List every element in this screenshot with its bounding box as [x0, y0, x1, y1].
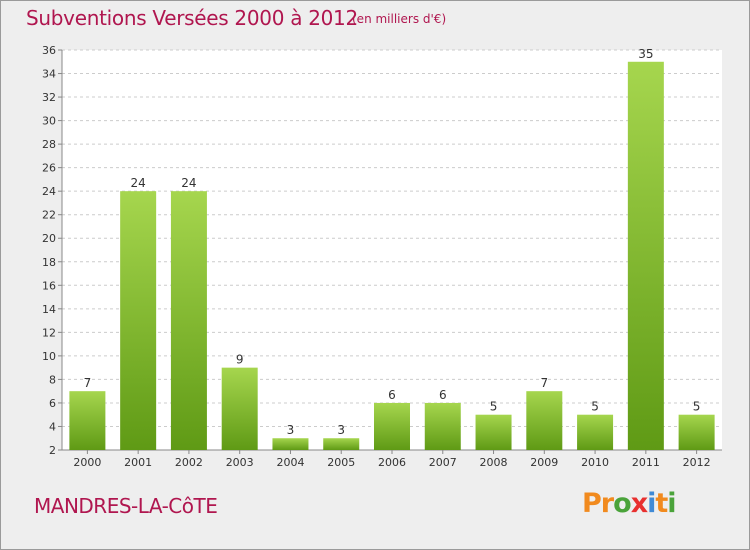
- data-label: 24: [181, 176, 196, 190]
- y-tick-label: 34: [42, 68, 56, 81]
- bar: [526, 391, 563, 450]
- x-tick-label: 2009: [530, 456, 558, 469]
- bar: [272, 438, 309, 450]
- x-tick-label: 2011: [632, 456, 660, 469]
- data-label: 6: [439, 388, 447, 402]
- chart-title: Subventions Versées 2000 à 2012: [26, 6, 358, 30]
- data-label: 3: [337, 423, 345, 437]
- y-tick-label: 36: [42, 44, 56, 57]
- bar: [424, 402, 461, 450]
- proxiti-logo: Proxiti: [582, 488, 677, 519]
- x-tick-label: 2001: [124, 456, 152, 469]
- x-tick-label: 2003: [226, 456, 254, 469]
- x-tick-label: 2006: [378, 456, 406, 469]
- x-tick-label: 2004: [276, 456, 304, 469]
- x-tick-label: 2000: [73, 456, 101, 469]
- y-tick-label: 26: [42, 162, 56, 175]
- data-label: 7: [84, 376, 92, 390]
- bar: [374, 402, 410, 450]
- x-tick-label: 2008: [480, 456, 508, 469]
- data-label: 7: [540, 376, 548, 390]
- y-tick-label: 8: [49, 373, 56, 386]
- logo-letter: x: [630, 488, 648, 519]
- y-tick-label: 24: [42, 185, 56, 198]
- data-label: 35: [638, 47, 653, 61]
- place-name: MANDRES-LA-CôTE: [34, 494, 218, 518]
- bar: [221, 367, 258, 450]
- y-tick-label: 22: [42, 209, 56, 222]
- logo-letter: i: [667, 488, 676, 519]
- y-tick-label: 30: [42, 115, 56, 128]
- logo-letter: P: [582, 488, 602, 519]
- y-tick-label: 6: [49, 397, 56, 410]
- bar: [120, 191, 157, 451]
- data-label: 5: [591, 400, 599, 414]
- bar: [577, 414, 614, 450]
- y-tick-label: 28: [42, 138, 56, 151]
- y-tick-label: 16: [42, 279, 56, 292]
- y-tick-label: 12: [42, 326, 56, 339]
- unit-note: (en milliers d'€): [352, 12, 447, 26]
- data-label: 5: [490, 400, 498, 414]
- logo-letter: r: [600, 488, 614, 519]
- y-tick-label: 32: [42, 91, 56, 104]
- bar: [69, 391, 106, 450]
- logo-letter: t: [655, 488, 668, 519]
- x-tick-label: 2007: [429, 456, 457, 469]
- x-tick-label: 2002: [175, 456, 203, 469]
- data-label: 5: [693, 400, 701, 414]
- bar: [627, 61, 664, 450]
- y-tick-label: 14: [42, 303, 56, 316]
- x-tick-label: 2010: [581, 456, 609, 469]
- y-tick-label: 4: [49, 420, 56, 433]
- x-tick-label: 2005: [327, 456, 355, 469]
- y-tick-label: 10: [42, 350, 56, 363]
- logo-letter: o: [613, 488, 632, 519]
- y-tick-label: 18: [42, 256, 56, 269]
- y-tick-label: 2: [49, 444, 56, 457]
- data-label: 6: [388, 388, 396, 402]
- x-tick-label: 2012: [683, 456, 711, 469]
- bar: [475, 414, 512, 450]
- data-label: 24: [131, 176, 146, 190]
- bar: [170, 191, 207, 451]
- data-label: 3: [287, 423, 295, 437]
- bar: [678, 414, 715, 450]
- logo-letter: i: [647, 488, 656, 519]
- y-tick-label: 20: [42, 232, 56, 245]
- bar: [323, 438, 360, 450]
- data-label: 9: [236, 353, 244, 367]
